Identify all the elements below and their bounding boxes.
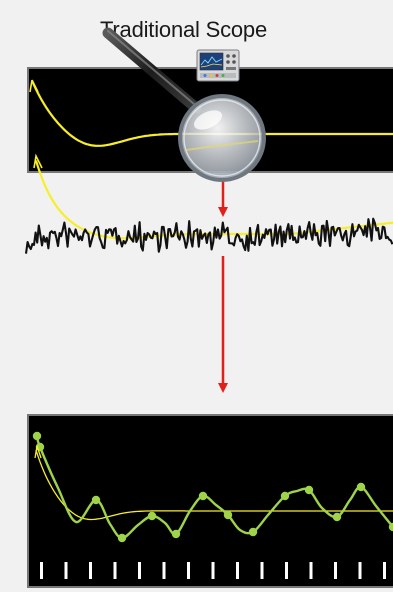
sample-point — [147, 511, 157, 521]
magnifier-lens — [178, 94, 266, 182]
clock-tick — [236, 562, 239, 579]
sample-point — [280, 491, 290, 501]
clock-tick — [211, 562, 215, 579]
sample-point — [304, 485, 314, 495]
sampled-waveform — [35, 435, 393, 540]
clock-tick — [309, 562, 313, 579]
noisy-signal — [24, 217, 393, 254]
clock-tick — [113, 562, 117, 579]
clock-tick — [383, 562, 386, 579]
sample-point — [388, 522, 393, 532]
bottom-decay-curve — [35, 449, 393, 521]
sample-point — [117, 533, 127, 543]
sample-point — [248, 527, 258, 537]
clock-tick — [334, 562, 337, 579]
sample-point — [332, 512, 342, 522]
clock-tick — [89, 562, 92, 579]
clock-tick — [162, 562, 166, 579]
sample-clock-ticks — [40, 562, 386, 579]
sample-point — [91, 495, 101, 505]
sample-point — [198, 491, 208, 501]
diagram-title: Traditional Scope — [100, 17, 267, 42]
clock-tick — [187, 562, 190, 579]
oscilloscope-icon — [196, 49, 240, 82]
clock-tick — [285, 562, 288, 579]
sample-point — [223, 510, 233, 520]
clock-tick — [138, 562, 141, 579]
sample-point — [356, 482, 366, 492]
middle-curve-arrowhead — [33, 153, 43, 169]
bottom-sampled-screen — [27, 414, 393, 588]
magnifying-glass-icon — [102, 27, 266, 182]
clock-tick — [40, 562, 43, 579]
clock-tick — [260, 562, 264, 579]
oscilloscope-display — [199, 52, 224, 71]
clock-tick — [64, 562, 68, 579]
sample-point — [171, 529, 181, 539]
top-curve-arrowhead — [29, 79, 39, 93]
bottom-curve-arrowhead — [34, 445, 42, 459]
magnifier-handle — [102, 27, 202, 114]
clock-tick — [358, 562, 362, 579]
sample-point — [32, 431, 42, 441]
